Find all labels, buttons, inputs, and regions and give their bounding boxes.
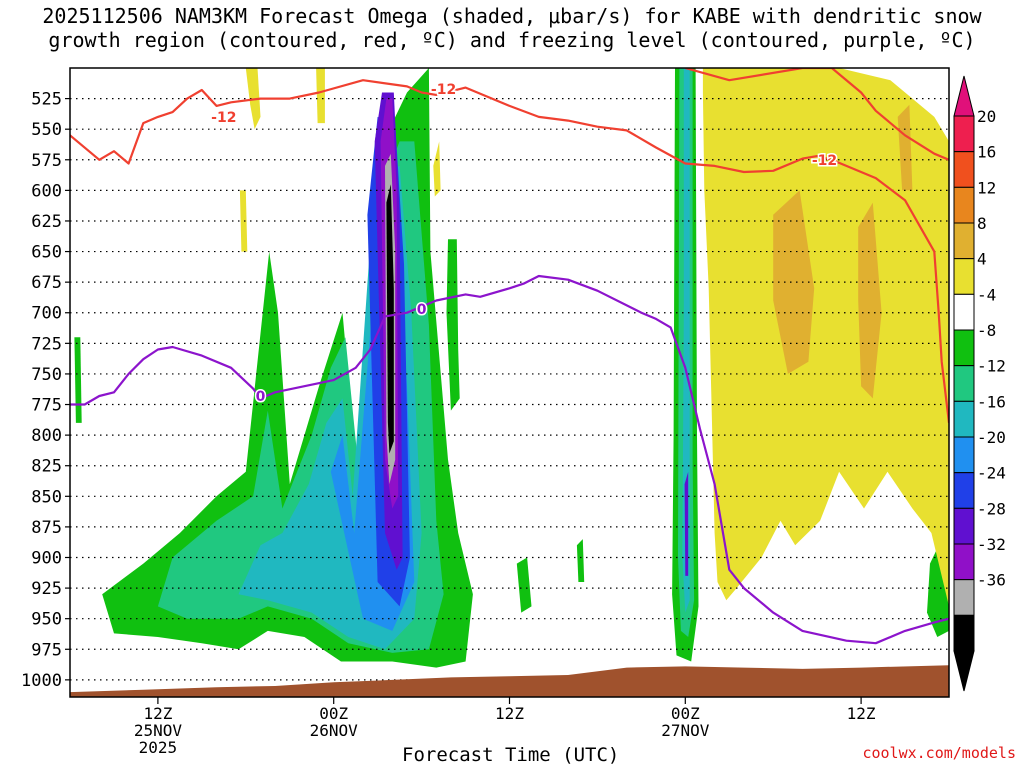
y-tick-label-725: 725 — [31, 334, 62, 354]
colorbar-swatch-4 — [953, 258, 975, 295]
x-tick-label-0: 12Z — [143, 704, 172, 723]
colorbar-label--4: -4 — [977, 285, 996, 304]
plot-area: -12 -12 -12 0 0 — [70, 68, 949, 697]
y-tick-label-650: 650 — [31, 243, 62, 263]
y-tick-label-925: 925 — [31, 579, 62, 599]
colorbar-label--20: -20 — [977, 428, 1006, 447]
omega-region-22 — [702, 68, 949, 607]
contour-label-dendritic_-12C-2: -12 — [812, 153, 837, 169]
contour-label-freezing_level_0C-0: 0 — [256, 389, 266, 405]
x-tick-label-1: 00Z — [319, 704, 348, 723]
colorbar-label--36: -36 — [977, 571, 1006, 590]
colorbar-swatch-12 — [953, 543, 975, 581]
omega-region-12 — [576, 539, 585, 582]
colorbar-swatch-5 — [953, 293, 975, 331]
colorbar-label--12: -12 — [977, 357, 1006, 376]
chart-title-line-2: growth region (contoured, red, ºC) and f… — [48, 28, 976, 52]
omega-region-25 — [897, 104, 913, 191]
x-tick-label-2: 12Z — [495, 704, 524, 723]
y-tick-label-850: 850 — [31, 487, 62, 507]
y-tick-label-750: 750 — [31, 365, 62, 385]
colorbar-swatch-14 — [953, 614, 975, 652]
contour-label-dendritic_-12C-1: -12 — [431, 82, 456, 98]
y-tick-label-675: 675 — [31, 273, 62, 293]
colorbar-label--28: -28 — [977, 499, 1006, 518]
y-tick-label-625: 625 — [31, 212, 62, 232]
y-tick-label-975: 975 — [31, 640, 62, 660]
contour-dendritic_-12C_upper — [685, 68, 949, 161]
y-tick-label-950: 950 — [31, 610, 62, 630]
y-tick-label-1000: 1000 — [21, 671, 62, 691]
colorbar-label--16: -16 — [977, 392, 1006, 411]
colorbar-label-20: 20 — [977, 107, 996, 126]
omega-region-20 — [239, 190, 248, 252]
omega-region-0 — [74, 337, 82, 423]
colorbar-swatch-9 — [953, 436, 975, 474]
colorbar-swatch-1 — [953, 151, 975, 188]
omega-region-19 — [316, 68, 325, 124]
colorbar-swatch-0 — [953, 115, 975, 153]
x-tick-label-4: 12Z — [847, 704, 876, 723]
colorbar-label--8: -8 — [977, 321, 996, 340]
omega-region-21 — [433, 141, 441, 197]
y-tick-label-775: 775 — [31, 396, 62, 416]
omega-region-16 — [684, 471, 689, 576]
colorbar-bottom-cap — [953, 650, 975, 692]
colorbar-swatch-3 — [953, 222, 975, 260]
colorbar-label-16: 16 — [977, 143, 996, 162]
colorbar-label--32: -32 — [977, 535, 1006, 554]
colorbar-swatch-13 — [953, 579, 975, 616]
colorbar-label-4: 4 — [977, 250, 987, 269]
colorbar-label--24: -24 — [977, 464, 1006, 483]
omega-region-10 — [446, 239, 460, 411]
colorbar-swatch-6 — [953, 329, 975, 367]
colorbar-label-8: 8 — [977, 214, 987, 233]
omega-region-24 — [858, 202, 882, 399]
x-tick-date-0: 25NOV — [134, 721, 183, 740]
colorbar-swatch-10 — [953, 472, 975, 509]
omega-region-11 — [516, 557, 532, 613]
x-tick-date-3: 27NOV — [661, 721, 710, 740]
colorbar-swatch-8 — [953, 400, 975, 438]
y-tick-label-800: 800 — [31, 426, 62, 446]
y-tick-label-550: 550 — [31, 120, 62, 140]
credit-link[interactable]: coolwx.com/models — [862, 744, 1016, 762]
y-tick-label-600: 600 — [31, 181, 62, 201]
colorbar-swatch-2 — [953, 186, 975, 224]
surface-terrain — [70, 665, 949, 697]
contour-freezing_level_0C — [70, 274, 949, 645]
y-tick-label-825: 825 — [31, 457, 62, 477]
chart-title-line-1: 2025112506 NAM3KM Forecast Omega (shaded… — [42, 4, 982, 28]
contour-label-dendritic_-12C-0: -12 — [211, 110, 236, 126]
x-tick-label-3: 00Z — [671, 704, 700, 723]
contour-label-freezing_level_0C-1: 0 — [417, 302, 427, 318]
x-tick-date-1: 26NOV — [310, 721, 359, 740]
contour-dendritic_-12C — [70, 79, 949, 424]
colorbar-swatch-7 — [953, 365, 975, 402]
y-tick-label-525: 525 — [31, 90, 62, 110]
colorbar-top-cap — [953, 75, 975, 117]
y-tick-label-700: 700 — [31, 304, 62, 324]
colorbar-swatch-11 — [953, 507, 975, 545]
x-axis-title: Forecast Time (UTC) — [402, 744, 620, 766]
omega-region-23 — [773, 190, 815, 374]
x-tick-year-0: 2025 — [139, 738, 178, 757]
y-tick-label-875: 875 — [31, 518, 62, 538]
y-tick-label-900: 900 — [31, 548, 62, 568]
colorbar-label-12: 12 — [977, 178, 996, 197]
y-tick-label-575: 575 — [31, 151, 62, 171]
